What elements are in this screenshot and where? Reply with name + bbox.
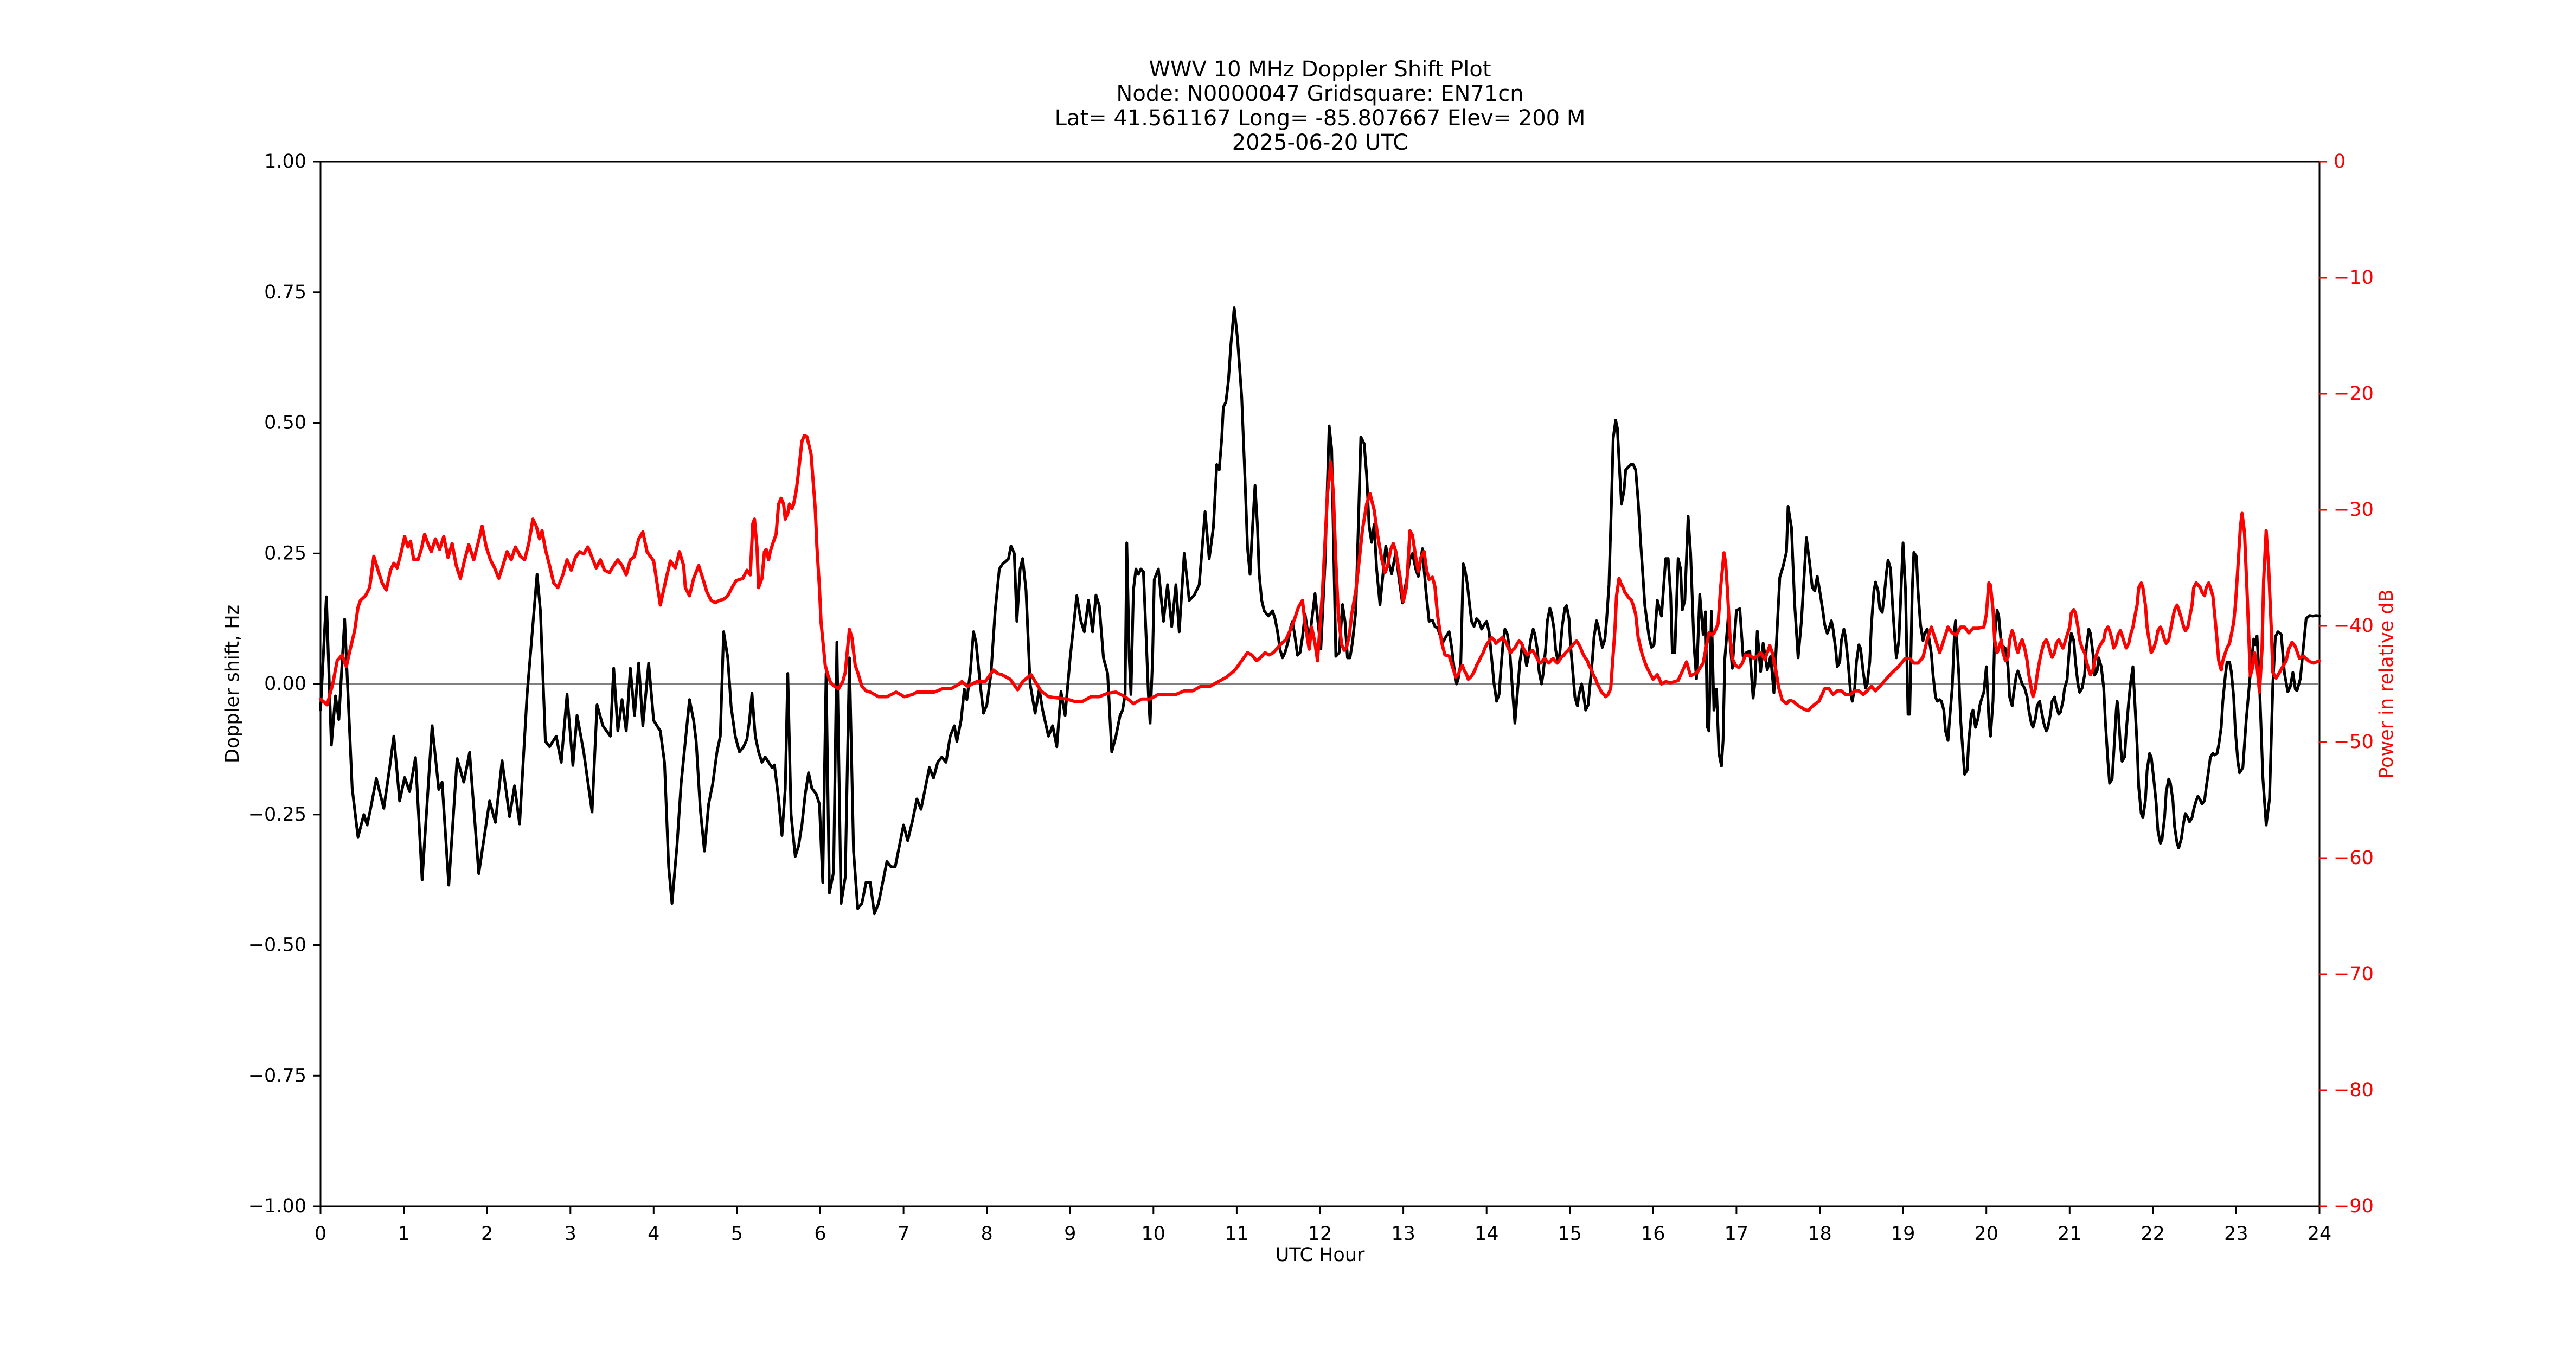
x-tick-label-19: 19 [1891, 1223, 1915, 1245]
y-right-tick-label-1: −10 [2334, 267, 2374, 289]
y-left-tick-label-8: −1.00 [248, 1195, 306, 1217]
x-tick-label-24: 24 [2308, 1223, 2332, 1245]
y-right-tick-label-6: −60 [2334, 847, 2374, 869]
x-tick-label-7: 7 [898, 1223, 909, 1245]
y-right-tick-label-0: 0 [2334, 151, 2346, 172]
x-tick-label-12: 12 [1308, 1223, 1332, 1245]
x-tick-label-15: 15 [1558, 1223, 1582, 1245]
x-tick-label-13: 13 [1391, 1223, 1415, 1245]
x-tick-label-14: 14 [1475, 1223, 1499, 1245]
series-doppler-shift-hz [319, 306, 2321, 916]
x-tick-label-18: 18 [1808, 1223, 1832, 1245]
x-tick-label-0: 0 [315, 1223, 326, 1245]
x-tick-label-17: 17 [1725, 1223, 1749, 1245]
curves-layer [319, 306, 2321, 916]
x-tick-label-2: 2 [481, 1223, 493, 1245]
y-right-axis-label: Power in relative dB [2376, 589, 2398, 778]
y-right-tick-label-3: −30 [2334, 499, 2374, 521]
x-tick-label-5: 5 [731, 1223, 743, 1245]
y-left-tick-label-4: 0.00 [264, 673, 306, 695]
x-tick-label-9: 9 [1064, 1223, 1076, 1245]
x-tick-label-4: 4 [648, 1223, 659, 1245]
x-tick-label-8: 8 [981, 1223, 993, 1245]
y-left-tick-label-3: 0.25 [264, 542, 306, 564]
y-left-tick-label-0: 1.00 [264, 151, 306, 172]
y-right-tick-label-7: −70 [2334, 963, 2374, 985]
x-tick-label-6: 6 [814, 1223, 826, 1245]
x-tick-label-23: 23 [2224, 1223, 2248, 1245]
title-line-3: Lat= 41.561167 Long= -85.807667 Elev= 20… [1055, 106, 1586, 131]
x-tick-label-1: 1 [398, 1223, 409, 1245]
y-right-tick-label-5: −50 [2334, 731, 2374, 753]
x-tick-label-10: 10 [1142, 1223, 1166, 1245]
y-left-tick-label-7: −0.75 [248, 1065, 306, 1086]
x-tick-label-3: 3 [565, 1223, 576, 1245]
y-left-axis-label: Doppler shift, Hz [222, 605, 243, 763]
y-right-tick-label-2: −20 [2334, 383, 2374, 405]
y-right-tick-label-9: −90 [2334, 1195, 2374, 1217]
y-right-tick-label-4: −40 [2334, 615, 2374, 637]
x-tick-label-21: 21 [2058, 1223, 2082, 1245]
y-left-tick-label-1: 0.75 [264, 282, 306, 303]
title-line-2: Node: N0000047 Gridsquare: EN71cn [1116, 81, 1523, 106]
series-power-relative-db [319, 434, 2321, 713]
y-left-tick-label-5: −0.25 [248, 804, 306, 826]
title-line-4: 2025-06-20 UTC [1232, 130, 1408, 155]
y-left-tick-label-2: 0.50 [264, 412, 306, 434]
x-tick-label-20: 20 [1974, 1223, 1998, 1245]
ticks-layer [313, 161, 2327, 1214]
x-tick-label-16: 16 [1641, 1223, 1665, 1245]
x-tick-label-22: 22 [2141, 1223, 2165, 1245]
title-line-1: WWV 10 MHz Doppler Shift Plot [1149, 57, 1491, 82]
x-tick-label-11: 11 [1225, 1223, 1249, 1245]
y-left-tick-label-6: −0.50 [248, 935, 306, 956]
chart-title: WWV 10 MHz Doppler Shift Plot Node: N000… [1055, 57, 1586, 155]
tick-labels-layer: 0 1 2 3 4 5 6 7 8 9 10 11 12 13 14 15 16 17 18 19 20 21 22 23 24… [248, 151, 2374, 1245]
y-right-tick-label-8: −80 [2334, 1079, 2374, 1101]
x-axis-label: UTC Hour [1276, 1244, 1365, 1266]
